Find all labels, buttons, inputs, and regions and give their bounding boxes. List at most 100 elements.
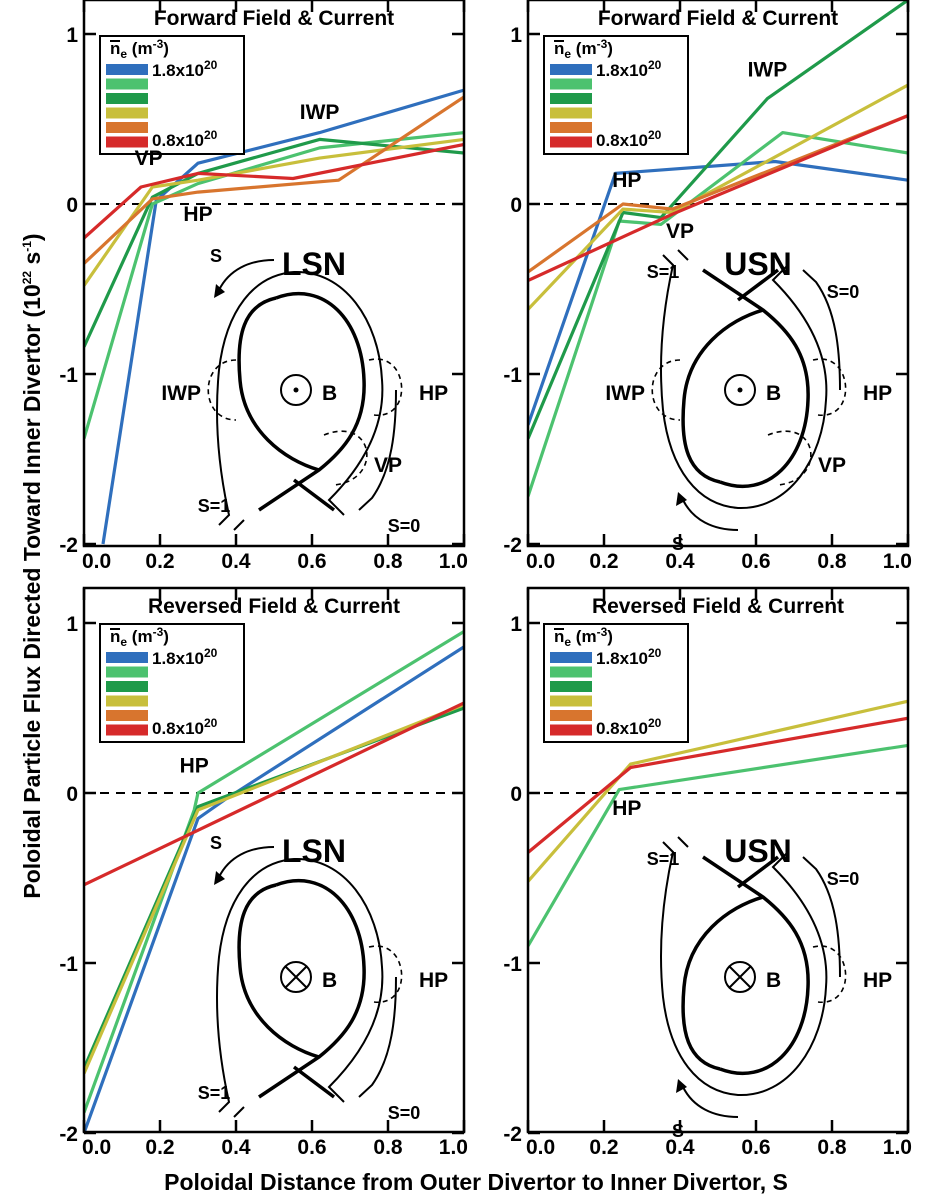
separatrix xyxy=(681,268,810,489)
x-tick-label: 0.8 xyxy=(373,550,403,573)
separatrix xyxy=(681,855,810,1076)
legend-unit: (m xyxy=(571,627,597,646)
y-tick-label: -1 xyxy=(503,364,522,387)
legend-swatch xyxy=(550,666,592,678)
legend-swatch xyxy=(106,710,148,721)
flux-diagram: B HP S=1 S=0 S xyxy=(647,836,892,1141)
s-arrow-head xyxy=(214,284,225,298)
hp-arc xyxy=(812,945,847,1003)
legend-swatch xyxy=(106,724,148,736)
x-tick-label: 1.0 xyxy=(883,1136,912,1159)
annotation-iwp: IWP xyxy=(748,59,788,82)
legend-close: ) xyxy=(607,627,613,646)
series-line-1 xyxy=(528,743,908,947)
legend-swatch xyxy=(550,78,592,90)
y-title-close: ) xyxy=(19,233,45,241)
y-tick-label: 1 xyxy=(510,24,522,47)
legend-high-base: 1.8x10 xyxy=(152,649,204,668)
panel-2: 0.0 0.2 0.4 0.6 0.8 1.0 -2 -1 0 1 Forward Field & … xyxy=(503,0,912,573)
annotation-hp: HP xyxy=(612,169,641,192)
panel-1: 0.0 0.2 0.4 0.6 0.8 1.0 -2 -1 0 1 Forward Field & … xyxy=(59,0,468,573)
series-line-1 xyxy=(84,645,464,1132)
x-tick-label: 0.0 xyxy=(526,1136,555,1159)
x-tick-label: 0.4 xyxy=(221,550,251,573)
legend-unit-exp: -3 xyxy=(597,37,608,51)
hp-arc xyxy=(368,945,403,1003)
legend-high-exp: 20 xyxy=(204,58,218,72)
sol-outline xyxy=(660,249,841,510)
x-tick-label: 1.0 xyxy=(439,550,468,573)
iwp-arc xyxy=(207,359,237,421)
legend-swatch xyxy=(106,695,148,707)
legend-title: ne (m-3) xyxy=(110,37,169,61)
series-line-3 xyxy=(528,0,908,440)
legend-swatch xyxy=(106,681,148,692)
axes-frame xyxy=(82,586,466,1134)
legend-high-base: 1.8x10 xyxy=(596,61,648,80)
legend-high-base: 1.8x10 xyxy=(596,649,648,668)
legend-high-base: 1.8x10 xyxy=(152,61,204,80)
s-arrow xyxy=(218,259,275,291)
series-line-1 xyxy=(528,159,908,426)
axes-frame xyxy=(82,0,466,548)
legend-sub: e xyxy=(120,635,127,649)
x-tick-label: 0.6 xyxy=(297,1136,326,1159)
legend-swatch xyxy=(550,122,592,133)
x-tick-label: 0.8 xyxy=(817,1136,847,1159)
legend-low-base: 0.8x10 xyxy=(152,719,204,738)
s1-label: S=1 xyxy=(198,496,231,516)
iwp-diagram-label: IWP xyxy=(605,382,645,405)
s0-label: S=0 xyxy=(388,516,421,536)
legend-high: 1.8x1020 xyxy=(596,58,662,80)
s0-label: S=0 xyxy=(827,282,860,302)
legend-sub: e xyxy=(120,47,127,61)
s-label: S xyxy=(210,246,222,266)
legend-unit-exp: -3 xyxy=(597,625,608,639)
legend-low-exp: 20 xyxy=(204,716,218,730)
legend-unit-exp: -3 xyxy=(153,37,164,51)
s1-label: S=1 xyxy=(198,1083,231,1103)
s-label: S xyxy=(672,534,684,554)
legend-close: ) xyxy=(163,627,169,646)
y-tick-label: -1 xyxy=(59,953,78,976)
y-tick-label: -2 xyxy=(503,534,522,557)
b-field-dot xyxy=(293,387,299,393)
legend-low-base: 0.8x10 xyxy=(152,131,204,150)
vp-arc xyxy=(767,430,812,486)
series-group xyxy=(84,88,464,545)
legend-unit: (m xyxy=(127,39,153,58)
y-tick-label: 1 xyxy=(66,613,78,636)
legend-sub: e xyxy=(564,47,571,61)
y-axis-title: Poloidal Particle Flux Directed Toward I… xyxy=(19,233,45,898)
legend-high-exp: 20 xyxy=(648,646,662,660)
series-line-5 xyxy=(84,701,464,887)
panel-title: Forward Field & Current xyxy=(154,7,394,30)
iwp-diagram-label: IWP xyxy=(161,382,201,405)
series-line-3 xyxy=(84,706,464,1070)
legend-title: ne (m-3) xyxy=(110,625,169,649)
y-tick-label: -1 xyxy=(503,953,522,976)
legend-swatch xyxy=(550,64,592,75)
legend-unit: (m xyxy=(571,39,597,58)
series-line-1 xyxy=(101,88,464,545)
b-field-circle xyxy=(280,374,312,406)
panel-title: Forward Field & Current xyxy=(598,7,838,30)
series-line-3 xyxy=(528,716,908,854)
annotation-hp: HP xyxy=(612,797,641,820)
legend-n: n xyxy=(110,627,120,646)
legend-low-exp: 20 xyxy=(648,716,662,730)
legend-title: ne (m-3) xyxy=(554,37,613,61)
s-label: S xyxy=(210,833,222,853)
legend-high-exp: 20 xyxy=(204,646,218,660)
s-arrow-head xyxy=(214,871,225,885)
y-tick-label: -2 xyxy=(503,1123,522,1146)
s-arrow-head xyxy=(676,492,687,506)
b-field-circle xyxy=(724,961,756,993)
s-label: S xyxy=(672,1121,684,1141)
annotation-vp: VP xyxy=(135,147,163,170)
y-tick-label: -1 xyxy=(59,364,78,387)
legend-swatch xyxy=(106,136,148,148)
b-field-circle xyxy=(280,961,312,993)
x-tick-label: 0.4 xyxy=(221,1136,251,1159)
